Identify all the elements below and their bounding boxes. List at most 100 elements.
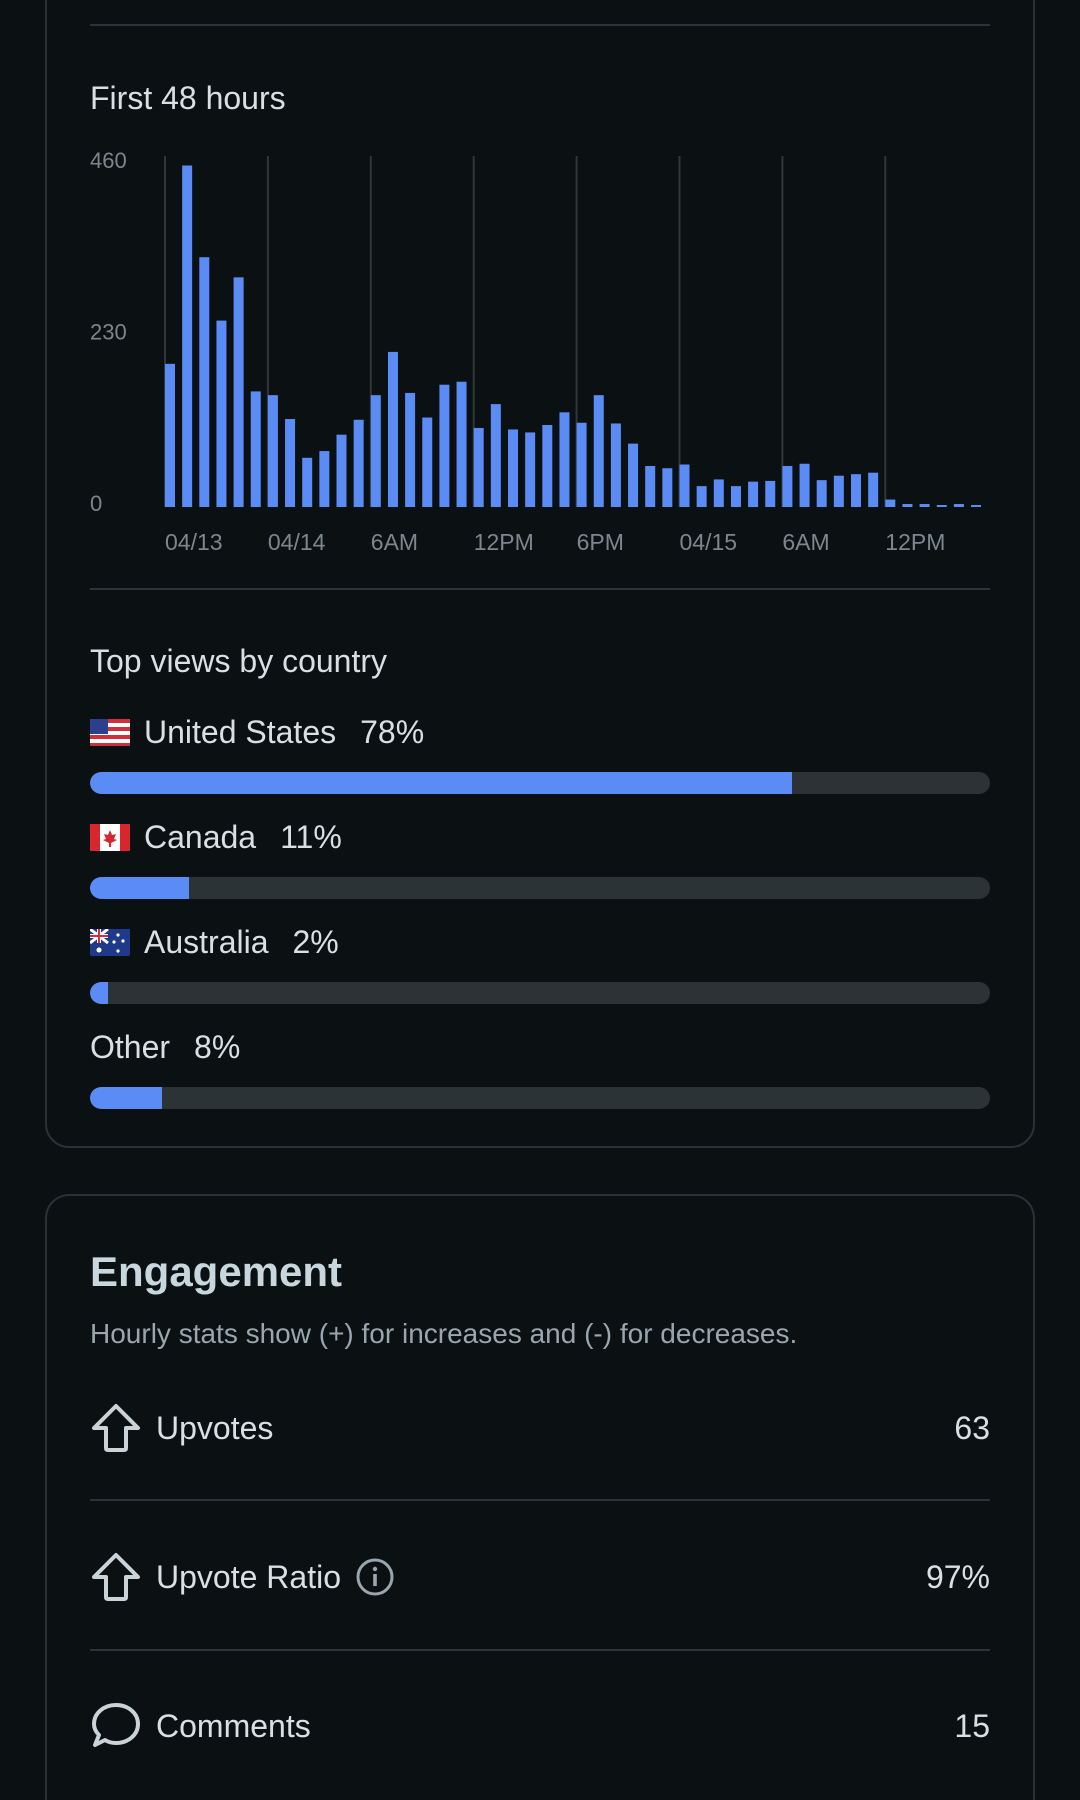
stat-row-upvote-ratio[interactable]: Upvote Ratio 97%: [90, 1547, 990, 1607]
engagement-title: Engagement: [90, 1248, 343, 1295]
info-icon[interactable]: [355, 1557, 395, 1597]
chart-bar[interactable]: [696, 486, 707, 507]
x-tick-label: 6AM: [782, 529, 829, 555]
divider: [90, 1649, 990, 1651]
chart-bar[interactable]: [902, 504, 913, 507]
country-percent: 11%: [280, 818, 342, 855]
country-row-other: Other 8%: [90, 1025, 990, 1115]
country-name: United States: [144, 713, 337, 750]
stat-row-upvotes[interactable]: Upvotes 63: [90, 1398, 990, 1458]
chart-bar[interactable]: [833, 475, 844, 507]
countries-title: Top views by country: [90, 643, 388, 679]
ca-flag-icon: [90, 823, 130, 851]
stat-label: Upvotes: [156, 1409, 274, 1446]
chart-bar[interactable]: [662, 468, 673, 507]
chart-title: First 48 hours: [90, 80, 286, 116]
upvote-icon: [90, 1402, 142, 1454]
chart-bar[interactable]: [765, 480, 776, 507]
country-progress-track: [90, 877, 990, 899]
au-flag-icon: [90, 928, 130, 956]
country-row-united-states: United States 78%: [90, 710, 990, 800]
chart-bar[interactable]: [370, 395, 381, 507]
country-progress-track: [90, 772, 990, 794]
chart-bar[interactable]: [182, 165, 193, 507]
country-progress-fill: [90, 982, 108, 1004]
views-card: [45, 0, 1035, 1148]
y-tick-label: 230: [90, 320, 127, 345]
chart-bar[interactable]: [576, 422, 587, 507]
country-progress-track: [90, 1087, 990, 1109]
country-row-canada: Canada 11%: [90, 815, 990, 905]
engagement-subtitle: Hourly stats show (+) for increases and …: [90, 1318, 798, 1349]
y-tick-label: 0: [90, 491, 102, 516]
chart-bar[interactable]: [559, 412, 570, 507]
chart-bar[interactable]: [456, 381, 467, 507]
stat-label: Comments: [156, 1707, 311, 1744]
chart-bar[interactable]: [610, 423, 621, 507]
country-row-australia: Australia 2%: [90, 920, 990, 1010]
chart-bar[interactable]: [885, 499, 896, 507]
chart-bar[interactable]: [165, 363, 175, 507]
chart-bar[interactable]: [851, 474, 861, 507]
country-name: Canada: [144, 818, 257, 855]
chart-bar[interactable]: [730, 486, 741, 507]
chart-bar[interactable]: [748, 481, 759, 507]
country-name: Australia: [144, 923, 269, 960]
chart-bar[interactable]: [679, 464, 690, 507]
chart-bar[interactable]: [645, 465, 656, 507]
divider: [90, 24, 990, 26]
chart-bar[interactable]: [508, 429, 518, 507]
chart-bar[interactable]: [816, 480, 827, 507]
chart-bar[interactable]: [250, 391, 261, 507]
chart-bar[interactable]: [971, 505, 982, 507]
chart-bar[interactable]: [542, 424, 553, 507]
stat-row-comments[interactable]: Comments 15: [90, 1696, 990, 1756]
country-percent: 8%: [194, 1028, 241, 1065]
chart-bar[interactable]: [267, 395, 278, 507]
chart-bar[interactable]: [353, 419, 364, 507]
chart-bar[interactable]: [593, 395, 604, 507]
stat-value: 15: [954, 1707, 990, 1744]
x-tick-label: 12PM: [474, 529, 534, 555]
chart-bar[interactable]: [713, 479, 724, 507]
x-tick-label: 04/14: [268, 529, 326, 555]
us-flag-icon: [90, 718, 130, 746]
x-tick-label: 6AM: [371, 529, 418, 555]
chart-bar[interactable]: [336, 434, 347, 507]
chart-bar[interactable]: [953, 504, 964, 507]
x-tick-label: 04/13: [165, 529, 223, 555]
chart-bar[interactable]: [302, 457, 313, 507]
x-tick-label: 12PM: [885, 529, 945, 555]
chart-bar[interactable]: [285, 419, 296, 507]
chart-bar[interactable]: [387, 351, 398, 507]
chart-bar[interactable]: [439, 384, 450, 507]
stat-value: 63: [954, 1409, 990, 1446]
country-percent: 2%: [292, 923, 339, 960]
engagement-card: [45, 1194, 1035, 1800]
chart-bar[interactable]: [473, 427, 484, 507]
chart-bar[interactable]: [868, 472, 879, 507]
chart-bar[interactable]: [405, 392, 416, 507]
divider: [90, 588, 990, 590]
chart-bar[interactable]: [319, 451, 330, 507]
chart-bar[interactable]: [782, 465, 793, 507]
x-tick-label: 6PM: [577, 529, 624, 555]
chart-bar[interactable]: [199, 257, 210, 507]
chart-bar[interactable]: [233, 277, 244, 507]
stat-value: 97%: [925, 1558, 990, 1595]
divider: [90, 1499, 990, 1501]
chart-bar[interactable]: [216, 320, 227, 507]
chart-bar[interactable]: [490, 404, 501, 507]
stat-label: Upvote Ratio: [156, 1558, 341, 1595]
y-tick-label: 460: [90, 148, 127, 173]
chart-bar[interactable]: [919, 504, 930, 507]
comment-icon: [90, 1700, 142, 1752]
upvote-icon: [90, 1551, 142, 1603]
x-tick-label: 04/15: [680, 529, 738, 555]
chart-bar[interactable]: [422, 417, 433, 507]
chart-bar[interactable]: [525, 432, 536, 507]
chart-bar[interactable]: [799, 463, 810, 507]
chart-bar[interactable]: [628, 443, 639, 507]
country-progress-fill: [90, 1087, 162, 1109]
chart-bar[interactable]: [936, 505, 947, 507]
